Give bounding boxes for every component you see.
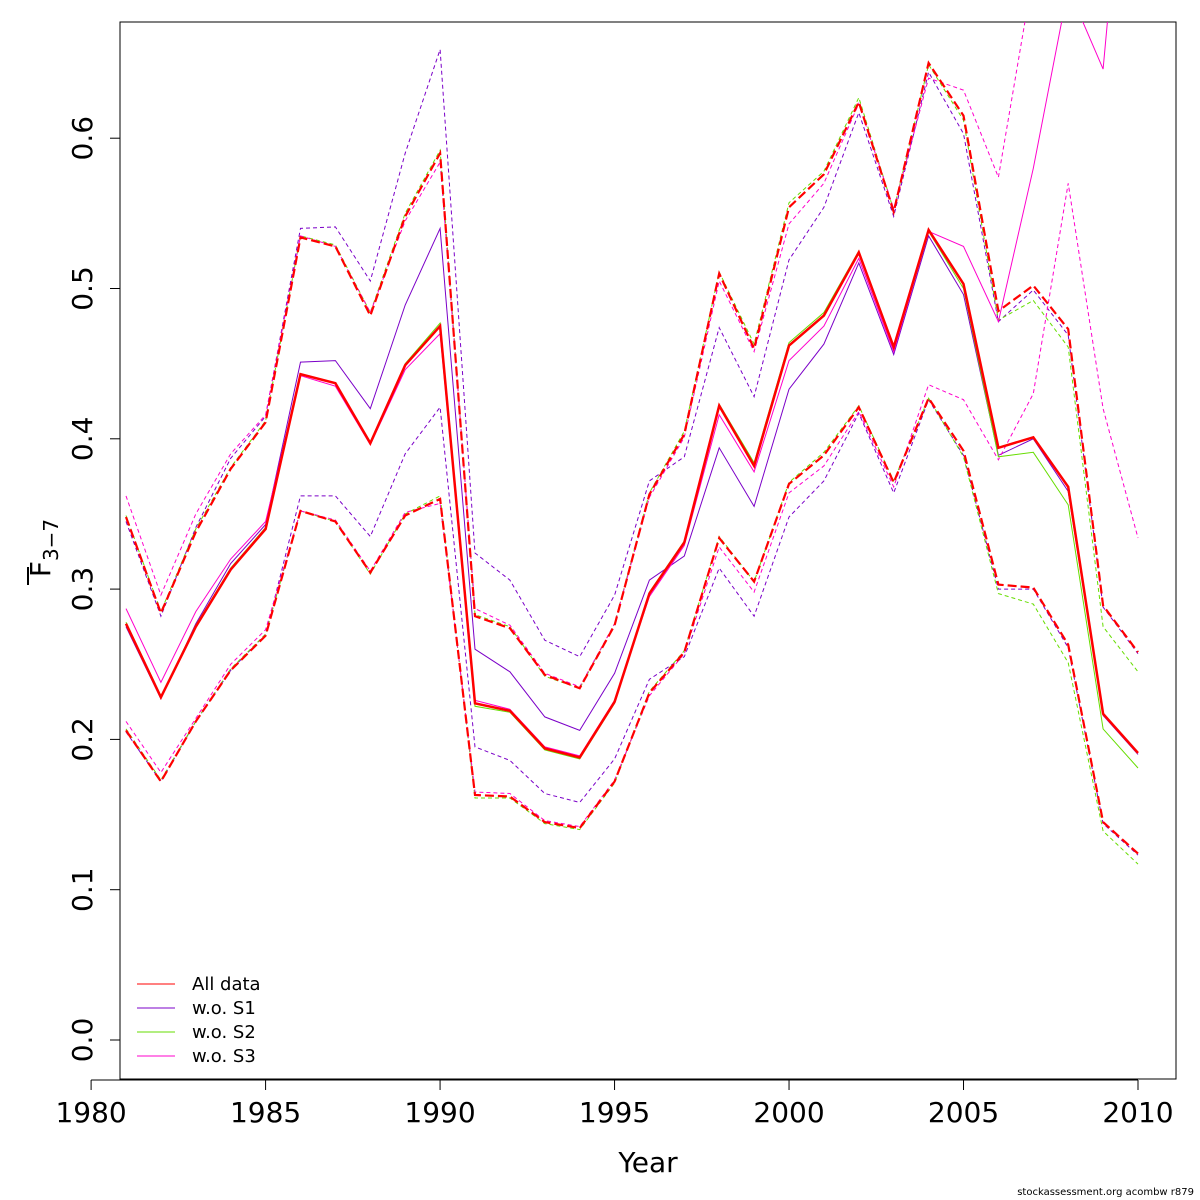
series-all-data-upper-bound — [124, 60, 1139, 690]
series-w-o-s3-lower-bound — [125, 183, 1139, 828]
legend-label: w.o. S1 — [192, 998, 256, 1019]
y-tick-label: 0.2 — [66, 717, 99, 762]
y-axis-title: F3−7 — [24, 519, 63, 585]
x-tick-label: 1990 — [404, 1096, 475, 1129]
series-w-o-s2-upper-bound — [125, 63, 1139, 689]
series-w-o-s3 — [125, 22, 1139, 828]
y-axis: 0.0 0.1 0.2 0.3 0.4 0.5 0.6 — [66, 116, 121, 1063]
series-all-data-lower-bound — [125, 395, 1139, 855]
y-axis-title-main: F — [24, 561, 57, 577]
y-tick-label: 0.4 — [66, 417, 99, 462]
series-all-data-line — [124, 226, 1139, 759]
x-tick-label: 1985 — [230, 1096, 301, 1129]
series-w-o-s1-upper-bound — [125, 49, 1139, 658]
series-w-o-s2-lower-bound — [125, 397, 1139, 865]
y-tick-label: 0.0 — [66, 1018, 99, 1063]
series-w-o-s1-line — [125, 226, 1139, 755]
series-all-data — [124, 60, 1139, 855]
series-layer — [124, 22, 1139, 865]
x-tick-label: 2005 — [928, 1096, 999, 1129]
legend-label: w.o. S3 — [192, 1046, 256, 1067]
x-tick-label: 1980 — [55, 1096, 126, 1129]
legend-label: All data — [192, 974, 261, 995]
legend: All data w.o. S1 w.o. S2 w.o. S3 — [137, 974, 261, 1067]
series-w-o-s2-line — [125, 230, 1139, 769]
x-axis: 1980 1985 1990 1995 2000 2005 2010 — [55, 1079, 1174, 1129]
legend-label: w.o. S2 — [192, 1022, 256, 1043]
y-tick-label: 0.3 — [66, 567, 99, 612]
plot-frame — [119, 21, 1177, 1080]
series-w-o-s3-upper-bound — [125, 22, 1026, 688]
y-tick-label: 0.6 — [66, 116, 99, 161]
x-axis-title: Year — [617, 1146, 678, 1179]
y-axis-title-sub: 3−7 — [39, 519, 63, 561]
x-tick-label: 2010 — [1102, 1096, 1173, 1129]
x-tick-label: 1995 — [579, 1096, 650, 1129]
series-w-o-s2 — [125, 63, 1139, 865]
series-w-o-s1-lower-bound — [125, 398, 1139, 856]
y-tick-label: 0.1 — [66, 867, 99, 912]
x-tick-label: 2000 — [753, 1096, 824, 1129]
svg-text:F3−7: F3−7 — [24, 519, 63, 577]
series-w-o-s1 — [125, 49, 1139, 856]
series-w-o-s3-line — [125, 22, 1108, 757]
y-tick-label: 0.5 — [66, 266, 99, 311]
footer-credit: stockassessment.org acombw r879 — [1017, 1187, 1194, 1198]
